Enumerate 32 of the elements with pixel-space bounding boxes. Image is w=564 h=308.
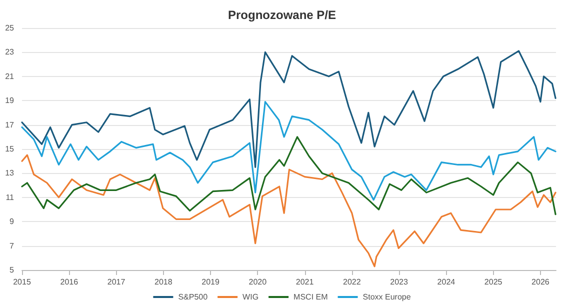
x-tick-label: 2017 (107, 278, 126, 286)
legend-label: Stoxx Europe (362, 292, 412, 302)
x-tick-label: 2015 (13, 278, 32, 286)
x-tick-label: 2020 (248, 278, 268, 286)
x-tick-label: 2023 (390, 278, 408, 286)
y-tick-label: 11 (6, 192, 15, 202)
y-tick-label: 17 (5, 120, 15, 130)
x-tick-label: 2016 (60, 278, 79, 286)
x-tick-label: 2022 (343, 278, 362, 286)
legend-label: S&P500 (178, 292, 208, 302)
line-series (21, 50, 556, 168)
y-tick-label: 7 (10, 241, 15, 250)
y-tick-label: 9 (10, 217, 15, 226)
line-series (21, 136, 556, 216)
legend-label: MSCI EM (294, 292, 328, 302)
x-tick-label: 2019 (202, 278, 220, 286)
x-tick-label: 2024 (437, 278, 456, 286)
line-series (21, 154, 556, 268)
y-tick-label: 19 (5, 96, 15, 106)
x-tick-label: 2021 (296, 278, 314, 286)
y-tick-label: 15 (5, 144, 15, 154)
legend-label: WIG (242, 292, 259, 302)
y-tick-label: 21 (5, 72, 15, 81)
y-tick-label: 23 (5, 48, 15, 57)
chart-title: Prognozowane P/E (228, 8, 336, 22)
x-tick-label: 2026 (532, 278, 550, 286)
x-tick-label: 2018 (154, 278, 173, 286)
line-series (21, 101, 556, 201)
y-tick-label: 25 (5, 24, 15, 32)
y-tick-label: 13 (5, 168, 15, 178)
x-tick-label: 2025 (484, 278, 503, 286)
y-tick-label: 5 (10, 266, 15, 274)
